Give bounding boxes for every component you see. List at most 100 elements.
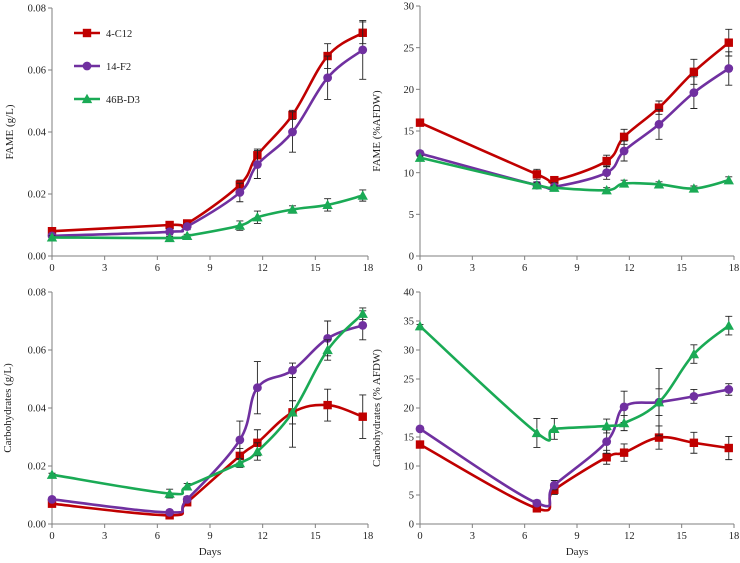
data-point bbox=[619, 132, 629, 142]
data-point bbox=[47, 227, 57, 236]
data-point bbox=[235, 435, 245, 445]
x-tick-label: 12 bbox=[257, 531, 268, 542]
series-line bbox=[419, 435, 729, 512]
y-tick-label: 10 bbox=[404, 462, 415, 473]
data-point bbox=[550, 175, 559, 185]
data-point bbox=[182, 494, 192, 504]
y-tick-label: 0.08 bbox=[28, 288, 46, 299]
data-point bbox=[235, 188, 245, 197]
x-tick-label: 15 bbox=[676, 263, 687, 274]
series-line bbox=[419, 388, 730, 508]
y-tick-label: 10 bbox=[404, 168, 415, 179]
data-point bbox=[654, 103, 664, 112]
data-point bbox=[602, 453, 611, 462]
y-tick-label: 30 bbox=[404, 346, 415, 357]
legend-label: 46B-D3 bbox=[106, 95, 140, 106]
data-point bbox=[415, 440, 425, 449]
legend-label: 4-C12 bbox=[106, 29, 132, 40]
data-point bbox=[287, 204, 298, 214]
data-point bbox=[532, 498, 542, 508]
x-tick-label: 18 bbox=[729, 263, 740, 274]
series-46B-D3 bbox=[414, 315, 734, 448]
legend-marker bbox=[82, 28, 92, 38]
data-point bbox=[689, 392, 699, 401]
data-point bbox=[415, 118, 425, 127]
data-point bbox=[602, 156, 611, 166]
data-point bbox=[165, 508, 175, 517]
series-line bbox=[419, 67, 730, 191]
data-point bbox=[601, 184, 612, 195]
series-line bbox=[419, 41, 730, 184]
legend-marker bbox=[82, 61, 92, 71]
data-point bbox=[414, 321, 426, 331]
x-tick-label: 9 bbox=[207, 531, 212, 542]
x-tick-label: 9 bbox=[207, 263, 212, 274]
data-point bbox=[654, 433, 664, 442]
panel-bottom-right: 0 5 10 15 20 25 30 35 40 0 3 6 9 12 15 18 Carbohydrates … bbox=[371, 288, 739, 558]
y-tick-label: 25 bbox=[404, 375, 415, 386]
data-point bbox=[549, 182, 560, 192]
series-4-C12 bbox=[415, 28, 733, 185]
data-point bbox=[358, 412, 367, 421]
data-point bbox=[619, 402, 629, 412]
x-tick-label: 18 bbox=[363, 263, 374, 274]
data-point bbox=[288, 127, 297, 137]
series-46B-D3 bbox=[414, 152, 734, 195]
data-point bbox=[46, 469, 58, 479]
data-point bbox=[689, 438, 699, 447]
series-4-C12 bbox=[47, 21, 367, 236]
data-point bbox=[253, 383, 262, 393]
x-axis-title: Days bbox=[199, 546, 222, 558]
data-point bbox=[619, 146, 629, 156]
data-point bbox=[414, 152, 426, 162]
series-14-F2 bbox=[415, 383, 734, 508]
data-point bbox=[287, 407, 298, 417]
y-tick-label: 0.02 bbox=[28, 190, 46, 201]
series-line bbox=[419, 324, 730, 442]
data-point bbox=[358, 320, 368, 330]
data-point bbox=[532, 504, 542, 513]
data-point bbox=[415, 424, 425, 434]
x-tick-label: 6 bbox=[522, 531, 527, 542]
data-point bbox=[288, 365, 297, 375]
x-tick-label: 3 bbox=[102, 531, 107, 542]
x-tick-label: 9 bbox=[574, 531, 579, 542]
data-point bbox=[234, 457, 246, 468]
y-tick-label: 0.06 bbox=[28, 66, 46, 77]
data-point bbox=[532, 170, 542, 179]
legend-marker bbox=[81, 93, 93, 104]
legend-label: 14-F2 bbox=[106, 62, 131, 73]
data-point bbox=[654, 119, 664, 129]
series-46B-D3 bbox=[46, 189, 368, 243]
data-point bbox=[165, 227, 175, 237]
x-tick-label: 3 bbox=[470, 531, 475, 542]
y-axis-title: FAME (%AFDW) bbox=[371, 90, 383, 172]
data-point bbox=[549, 423, 560, 434]
y-tick-label: 0.08 bbox=[28, 4, 46, 15]
data-point bbox=[182, 222, 192, 231]
x-tick-label: 12 bbox=[257, 263, 268, 274]
data-point bbox=[602, 168, 612, 178]
series-line bbox=[51, 403, 364, 517]
x-tick-label: 15 bbox=[310, 263, 321, 274]
y-tick-label: 15 bbox=[404, 127, 415, 138]
data-point bbox=[252, 446, 263, 456]
series-4-C12 bbox=[415, 425, 733, 513]
x-tick-label: 3 bbox=[470, 263, 475, 274]
y-tick-label: 0.00 bbox=[28, 252, 46, 263]
legend: 4-C12 14-F2 46B-D3 bbox=[74, 28, 140, 106]
y-axis-title: Carbohydrates (% AFDW) bbox=[371, 349, 383, 467]
data-point bbox=[601, 420, 612, 431]
y-tick-label: 35 bbox=[404, 317, 415, 328]
panel-top-left: 0.00 0.02 0.04 0.06 0.08 0 3 6 9 12 15 18 FAME (g/L)… bbox=[4, 4, 373, 274]
series-14-F2 bbox=[415, 51, 734, 192]
x-tick-label: 18 bbox=[729, 531, 740, 542]
panel-top-right: 0 5 10 15 20 25 30 0 3 6 9 12 15 18 FAME (%AFDW) bbox=[371, 2, 739, 274]
data-point bbox=[164, 488, 175, 498]
data-point bbox=[357, 308, 368, 318]
data-point bbox=[181, 481, 193, 491]
data-point bbox=[165, 220, 174, 230]
y-tick-label: 0 bbox=[409, 252, 414, 263]
data-point bbox=[724, 38, 733, 47]
